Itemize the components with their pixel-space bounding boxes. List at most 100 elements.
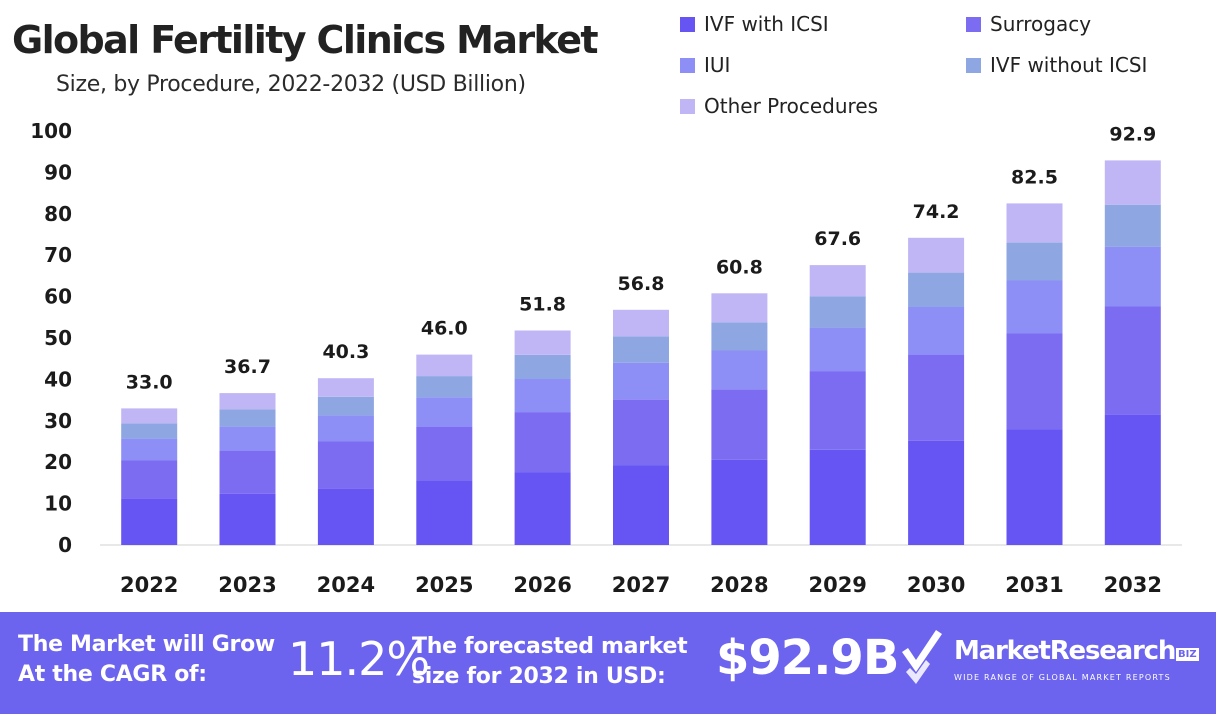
x-tick-label: 2022 bbox=[120, 573, 178, 597]
bar-segment bbox=[613, 465, 669, 545]
y-axis: 0 10 20 30 40 50 60 70 80 90 100 bbox=[30, 119, 72, 557]
total-value-label: 60.8 bbox=[716, 256, 763, 278]
bar-segment bbox=[711, 322, 768, 351]
x-axis: 2022 2023 2024 2025 2026 2027 2028 2029 2030 2031… bbox=[120, 573, 1162, 597]
legend-swatch bbox=[966, 57, 981, 73]
bars bbox=[121, 160, 1161, 546]
bar-segment bbox=[809, 449, 866, 545]
bar-segment bbox=[1006, 429, 1063, 545]
bar-segment bbox=[613, 309, 669, 337]
bar-segment bbox=[121, 408, 178, 424]
legend-item-other-procedures: Other Procedures bbox=[680, 94, 878, 118]
bar-segment bbox=[416, 376, 473, 398]
footer-banner: The Market will Grow At the CAGR of: 11.… bbox=[0, 612, 1216, 714]
bar-segment bbox=[121, 460, 178, 499]
bar-segment bbox=[809, 371, 866, 450]
chart-title: Global Fertility Clinics Market bbox=[12, 18, 599, 62]
bar-segment bbox=[1104, 306, 1161, 415]
legend-swatch bbox=[966, 16, 981, 32]
bar-segment bbox=[1104, 160, 1161, 205]
bar-segment bbox=[514, 379, 571, 413]
y-tick-label: 100 bbox=[30, 119, 72, 143]
bar-segment bbox=[121, 438, 178, 461]
y-tick-label: 0 bbox=[58, 533, 72, 557]
legend-label: IUI bbox=[704, 53, 731, 77]
x-tick-label: 2024 bbox=[317, 573, 375, 597]
x-tick-label: 2023 bbox=[218, 573, 276, 597]
x-tick-label: 2029 bbox=[808, 573, 866, 597]
legend-label: Surrogacy bbox=[990, 12, 1092, 36]
bar-segment bbox=[317, 396, 374, 416]
y-tick-label: 40 bbox=[44, 367, 72, 391]
x-tick-label: 2026 bbox=[513, 573, 571, 597]
bar-segment bbox=[514, 472, 571, 545]
total-value-label: 51.8 bbox=[519, 294, 566, 316]
cagr-label: The Market will Grow At the CAGR of: bbox=[18, 630, 275, 690]
bar-segment bbox=[514, 330, 571, 355]
brand-badge: BIZ bbox=[1176, 648, 1199, 661]
bar-segment bbox=[219, 426, 276, 451]
bar-segment bbox=[809, 265, 866, 297]
bar-segment bbox=[1104, 414, 1161, 545]
bar-segment bbox=[1006, 333, 1063, 429]
bar-segment bbox=[908, 272, 965, 307]
legend-swatch bbox=[680, 57, 695, 73]
bar-segment bbox=[317, 415, 374, 442]
bar-segment bbox=[416, 397, 473, 427]
bar-segment bbox=[908, 237, 965, 273]
total-value-label: 56.8 bbox=[618, 273, 665, 295]
x-tick-label: 2027 bbox=[612, 573, 670, 597]
bar-segment bbox=[317, 488, 374, 545]
bar-segment bbox=[711, 350, 768, 390]
x-tick-label: 2030 bbox=[907, 573, 965, 597]
forecast-label-line2: size for 2032 in USD: bbox=[412, 664, 666, 689]
bar-segment bbox=[219, 393, 276, 410]
chart-subtitle: Size, by Procedure, 2022-2032 (USD Billi… bbox=[56, 72, 526, 97]
cagr-value: 11.2% bbox=[288, 632, 430, 686]
x-tick-label: 2028 bbox=[710, 573, 768, 597]
total-value-label: 46.0 bbox=[421, 318, 468, 340]
bar-segment bbox=[219, 450, 276, 494]
forecast-value: $92.9B bbox=[716, 630, 899, 686]
x-tick-label: 2025 bbox=[415, 573, 473, 597]
y-tick-label: 60 bbox=[44, 285, 72, 309]
total-labels: 33.0 36.7 40.3 46.0 51.8 56.8 60.8 67.6 74.2 82.5… bbox=[126, 123, 1156, 393]
total-value-label: 33.0 bbox=[126, 371, 173, 393]
y-tick-label: 50 bbox=[44, 326, 72, 350]
y-tick-label: 20 bbox=[44, 450, 72, 474]
y-tick-label: 30 bbox=[44, 409, 72, 433]
bar-segment bbox=[121, 423, 178, 439]
y-tick-label: 80 bbox=[44, 202, 72, 226]
bar-segment bbox=[613, 399, 669, 466]
bar-segment bbox=[908, 354, 965, 441]
checkmark-logo-icon bbox=[902, 630, 942, 684]
bar-segment bbox=[809, 327, 866, 372]
brand-name: MarketResearch bbox=[954, 636, 1176, 666]
bar-segment bbox=[613, 336, 669, 363]
bar-segment bbox=[1006, 242, 1063, 281]
brand-tagline: WIDE RANGE OF GLOBAL MARKET REPORTS bbox=[954, 673, 1171, 682]
bar-segment bbox=[121, 498, 178, 545]
x-tick-label: 2032 bbox=[1104, 573, 1162, 597]
total-value-label: 82.5 bbox=[1011, 167, 1058, 189]
total-value-label: 36.7 bbox=[224, 356, 271, 378]
bar-segment bbox=[711, 459, 768, 545]
forecast-label: The forecasted market size for 2032 in U… bbox=[412, 632, 688, 692]
bar-segment bbox=[219, 493, 276, 546]
bar-segment bbox=[613, 362, 669, 400]
forecast-label-line1: The forecasted market bbox=[412, 634, 688, 659]
bar-segment bbox=[809, 296, 866, 328]
bar-segment bbox=[514, 355, 571, 379]
bar-segment bbox=[514, 412, 571, 473]
bar-segment bbox=[317, 441, 374, 489]
legend-swatch bbox=[680, 98, 695, 114]
legend-swatch bbox=[680, 16, 695, 32]
legend-label: IVF without ICSI bbox=[990, 53, 1148, 77]
bar-segment bbox=[1006, 203, 1063, 243]
y-tick-label: 90 bbox=[44, 160, 72, 184]
y-tick-label: 70 bbox=[44, 243, 72, 267]
bar-segment bbox=[416, 427, 473, 481]
total-value-label: 67.6 bbox=[814, 228, 861, 250]
bar-segment bbox=[711, 389, 768, 460]
